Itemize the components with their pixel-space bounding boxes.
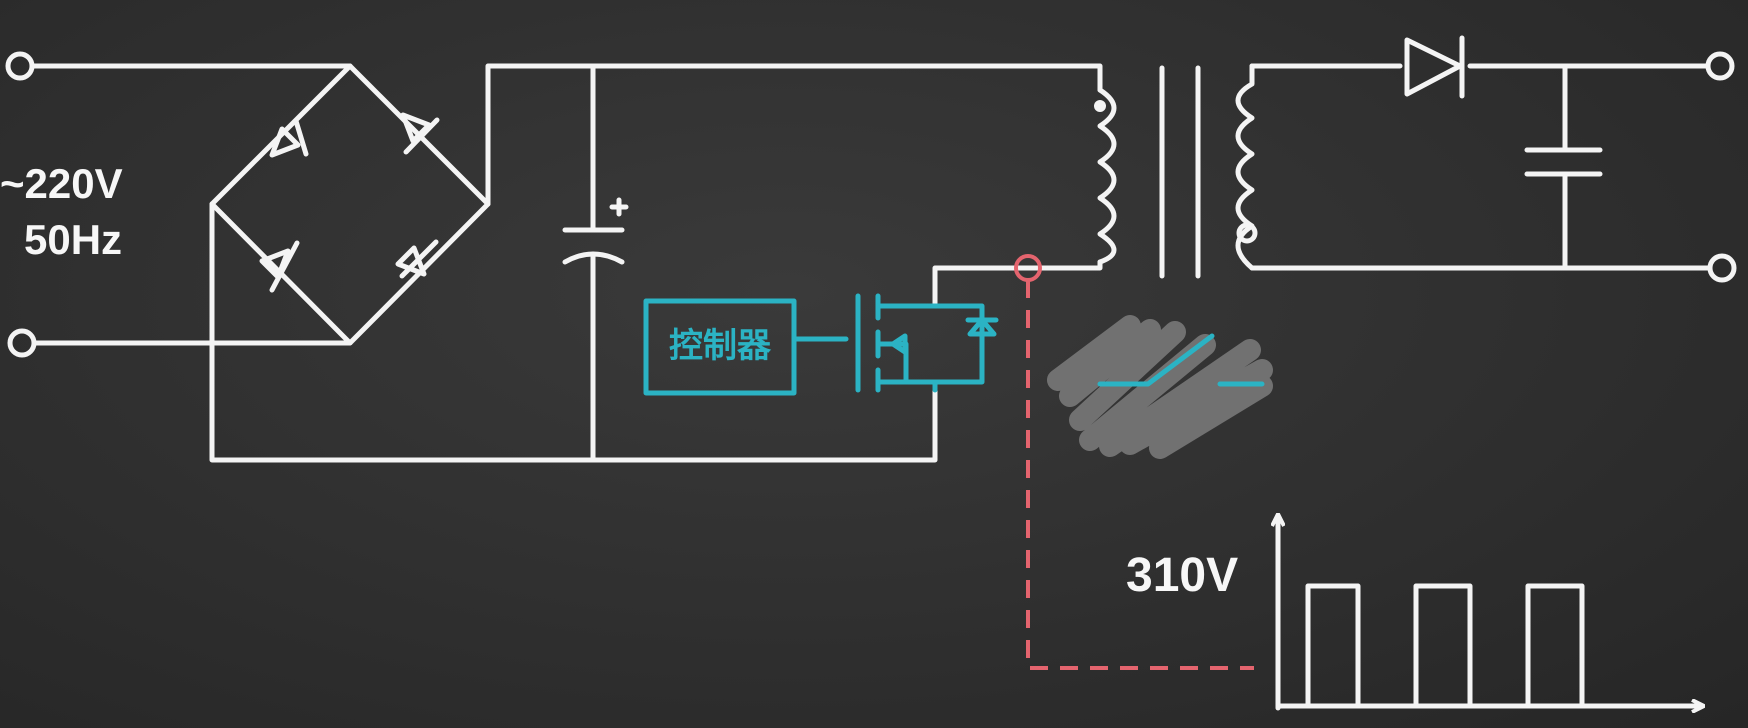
- square-pulse-1: [1305, 583, 1361, 707]
- square-pulse-2: [1413, 583, 1473, 707]
- transformer-primary: [1094, 87, 1117, 265]
- ac-input-terminal-top: [5, 51, 35, 81]
- transformer-core: [1159, 65, 1201, 279]
- rectifier-diode-2: [400, 112, 440, 155]
- bridge-rectifier: [209, 63, 491, 346]
- probe-dashed-line: [1026, 280, 1254, 670]
- mosfet-switch: [855, 293, 999, 393]
- dc-negative-rail: [209, 201, 938, 463]
- ac-input-terminal-bottom: [7, 328, 37, 358]
- transformer-secondary: [1235, 63, 1258, 271]
- ac-voltage-label: ~220V: [0, 160, 123, 207]
- switch-illustration: [1047, 315, 1273, 459]
- output-diode: [1404, 35, 1465, 99]
- waveform-peak-label: 310V: [1126, 549, 1239, 602]
- output-capacitor: [1524, 63, 1603, 271]
- output-terminal-bottom: [1707, 253, 1737, 283]
- rectifier-diode-1: [269, 118, 309, 158]
- output-terminal-top: [1705, 51, 1735, 81]
- filter-capacitor: [562, 63, 629, 463]
- controller-label: 控制器: [669, 326, 771, 366]
- rectifier-diode-3: [259, 240, 300, 293]
- dc-positive-rail: [485, 63, 1103, 207]
- square-pulse-3: [1525, 583, 1585, 707]
- rectifier-diode-4: [395, 239, 439, 279]
- controller-box: [643, 298, 849, 396]
- ac-frequency-label: 50Hz: [24, 216, 123, 263]
